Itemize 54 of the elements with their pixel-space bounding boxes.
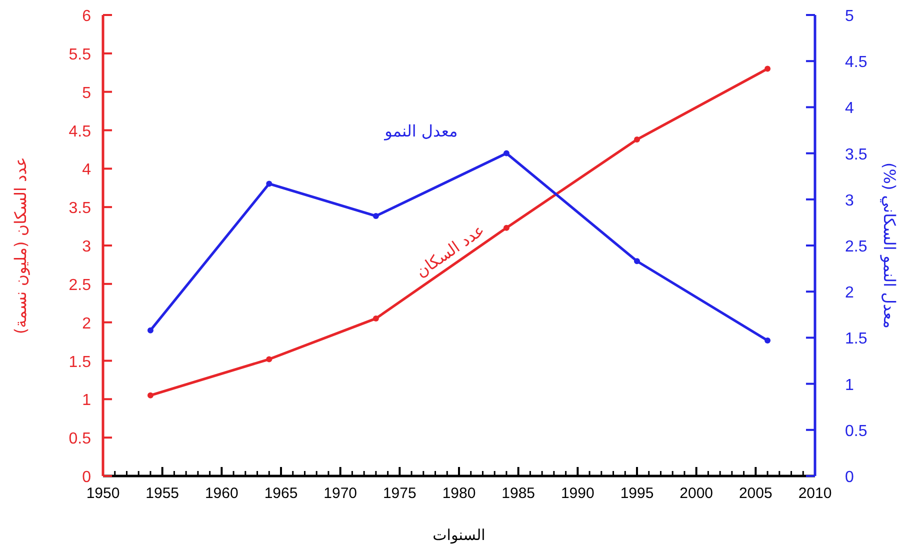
y-tick-label: 3.5 xyxy=(68,200,92,218)
point xyxy=(147,392,154,398)
x-tick-label: 2000 xyxy=(680,485,714,502)
y2-tick-label: 2.5 xyxy=(845,238,868,256)
y-tick-label: 6 xyxy=(82,8,92,25)
y-axis-title: عدد السكان (مليون نسمة) xyxy=(11,156,30,334)
y2-tick-label: 0 xyxy=(845,469,854,486)
x-tick-label: 1955 xyxy=(146,485,180,502)
y2-tick-label: 1 xyxy=(845,376,854,394)
x-tick-label: 1980 xyxy=(442,485,476,502)
y-tick-label: 1 xyxy=(82,392,92,410)
y2-tick-label: 3.5 xyxy=(845,146,868,164)
point xyxy=(634,136,640,142)
y2-tick-label: 0.5 xyxy=(845,422,868,440)
y-tick-label: 2 xyxy=(82,315,92,332)
y-tick-label: 5 xyxy=(82,84,92,102)
point xyxy=(147,327,154,334)
y-tick-label: 4 xyxy=(82,162,92,179)
y2-axis-title: معدل النمو السكاني (%) xyxy=(880,162,899,329)
x-tick-label: 1960 xyxy=(204,485,238,502)
x-tick-label: 1975 xyxy=(382,485,416,502)
text: عدد السكان xyxy=(412,220,488,282)
x-tick-label: 1965 xyxy=(264,485,298,502)
x-tick-label: 1970 xyxy=(324,485,358,502)
point xyxy=(503,224,510,231)
text: معدل النمو xyxy=(384,122,458,141)
y-tick-label: 0 xyxy=(82,469,92,486)
y-tick-label: 3 xyxy=(82,238,92,256)
y2-tick-label: 3 xyxy=(845,192,854,210)
x-axis-title: السنوات xyxy=(432,526,486,544)
x-tick-label: 2005 xyxy=(738,485,772,502)
x-tick-label: 1950 xyxy=(86,485,120,502)
point xyxy=(634,258,640,264)
y2-tick-label: 5 xyxy=(845,8,854,25)
y-tick-label: 2.5 xyxy=(68,276,92,294)
y-tick-label: 0.5 xyxy=(68,430,92,448)
y-tick-label: 4.5 xyxy=(68,123,92,140)
point xyxy=(266,356,272,362)
y2-tick-label: 4.5 xyxy=(845,54,868,72)
point xyxy=(372,315,379,322)
point xyxy=(764,66,771,72)
y-tick-label: 1.5 xyxy=(68,354,92,371)
y2-tick-label: 4 xyxy=(845,100,854,118)
y2-tick-label: 2 xyxy=(845,284,854,302)
point xyxy=(266,180,272,187)
x-tick-label: 1995 xyxy=(620,485,654,502)
point xyxy=(372,212,379,219)
point xyxy=(764,337,771,344)
point xyxy=(503,150,510,156)
x-tick-label: 1985 xyxy=(502,485,536,502)
y-tick-label: 5.5 xyxy=(68,46,92,64)
x-tick-label: 2010 xyxy=(798,485,832,502)
y2-tick-label: 1.5 xyxy=(845,330,868,348)
x-tick-label: 1990 xyxy=(560,485,594,502)
